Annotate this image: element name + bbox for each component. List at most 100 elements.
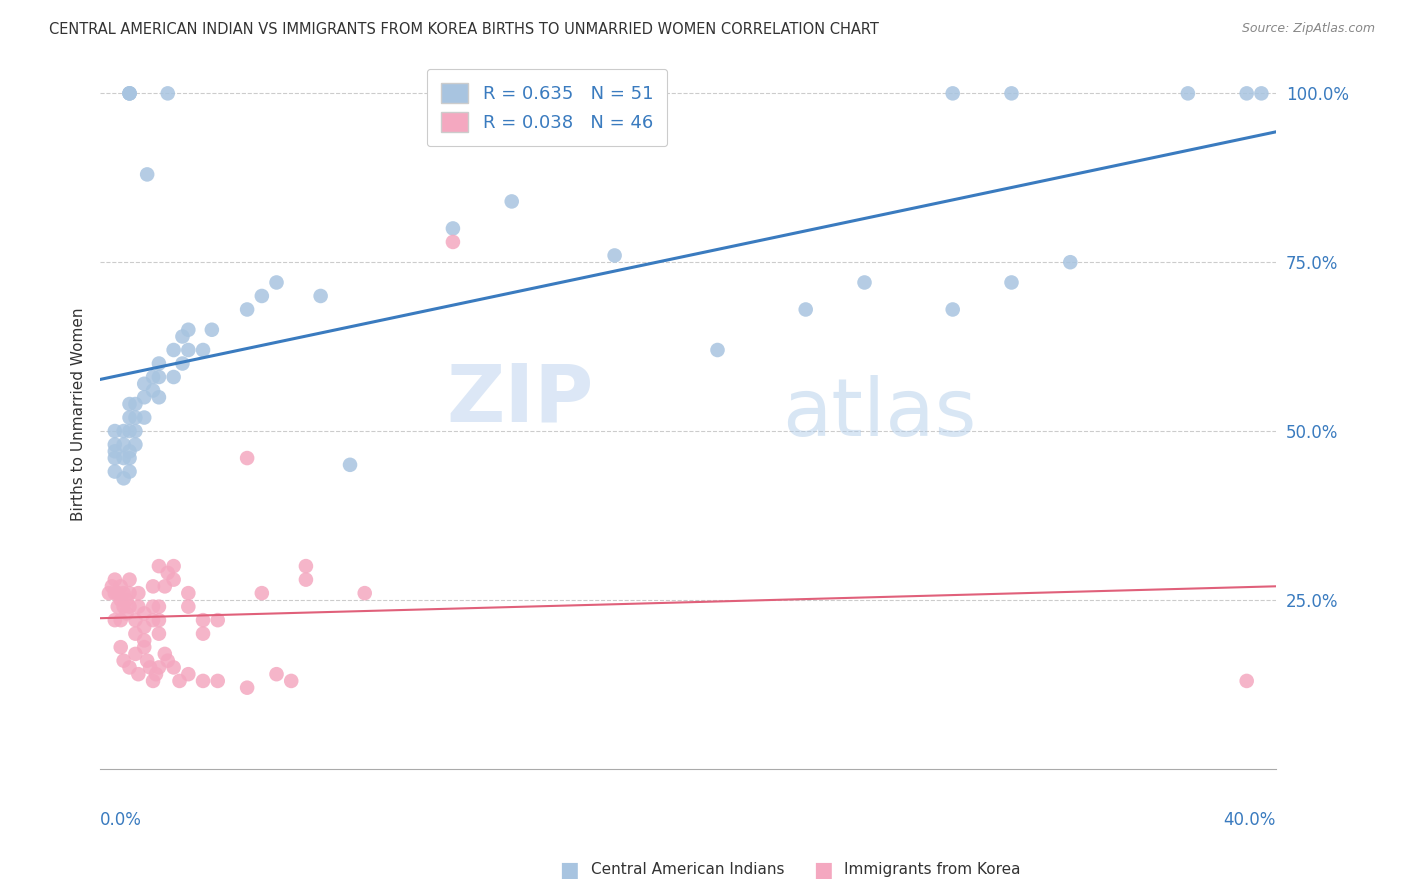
Point — [127, 667, 149, 681]
Point — [104, 444, 127, 458]
Point — [118, 410, 141, 425]
Point — [124, 424, 146, 438]
Point — [127, 599, 149, 614]
Point — [162, 660, 184, 674]
Point — [124, 410, 146, 425]
Point — [172, 357, 194, 371]
Point — [134, 620, 156, 634]
Text: Central American Indians: Central American Indians — [591, 863, 785, 877]
Point — [118, 87, 141, 101]
Point — [104, 586, 127, 600]
Point — [162, 559, 184, 574]
Point — [794, 302, 817, 317]
Point — [177, 323, 200, 337]
Point — [148, 357, 170, 371]
Point — [118, 444, 141, 458]
Text: ■: ■ — [813, 860, 832, 880]
Point — [134, 390, 156, 404]
Point — [191, 673, 214, 688]
Point — [118, 465, 141, 479]
Text: ZIP: ZIP — [447, 361, 595, 439]
Point — [191, 343, 214, 357]
Point — [177, 586, 200, 600]
Point — [295, 573, 318, 587]
Point — [207, 673, 229, 688]
Text: ■: ■ — [560, 860, 579, 880]
Point — [124, 613, 146, 627]
Point — [136, 654, 159, 668]
Point — [156, 87, 179, 101]
Point — [118, 599, 141, 614]
Point — [142, 599, 165, 614]
Point — [501, 194, 523, 209]
Point — [207, 613, 229, 627]
Point — [148, 370, 170, 384]
Point — [441, 221, 464, 235]
Point — [1250, 87, 1272, 101]
Text: Immigrants from Korea: Immigrants from Korea — [844, 863, 1021, 877]
Point — [148, 626, 170, 640]
Point — [142, 370, 165, 384]
Point — [112, 471, 135, 485]
Point — [148, 660, 170, 674]
Point — [250, 586, 273, 600]
Point — [942, 87, 965, 101]
Point — [148, 613, 170, 627]
Point — [1059, 255, 1081, 269]
Point — [112, 654, 135, 668]
Point — [97, 586, 120, 600]
Point — [104, 465, 127, 479]
Point — [1177, 87, 1199, 101]
Point — [153, 647, 176, 661]
Point — [162, 370, 184, 384]
Point — [191, 626, 214, 640]
Point — [942, 302, 965, 317]
Point — [118, 424, 141, 438]
Point — [134, 640, 156, 655]
Text: 0.0%: 0.0% — [100, 812, 142, 830]
Point — [169, 673, 191, 688]
Point — [309, 289, 332, 303]
Point — [353, 586, 375, 600]
Point — [112, 437, 135, 451]
Point — [118, 451, 141, 466]
Point — [236, 681, 259, 695]
Point — [162, 343, 184, 357]
Point — [112, 451, 135, 466]
Point — [118, 586, 141, 600]
Point — [134, 376, 156, 391]
Point — [118, 660, 141, 674]
Point — [177, 667, 200, 681]
Point — [139, 660, 162, 674]
Point — [148, 390, 170, 404]
Point — [124, 626, 146, 640]
Point — [110, 579, 132, 593]
Point — [104, 424, 127, 438]
Point — [706, 343, 728, 357]
Point — [1000, 87, 1022, 101]
Point — [142, 613, 165, 627]
Point — [148, 599, 170, 614]
Point — [153, 579, 176, 593]
Point — [134, 410, 156, 425]
Point — [156, 654, 179, 668]
Point — [145, 667, 167, 681]
Point — [177, 343, 200, 357]
Point — [142, 384, 165, 398]
Point — [295, 559, 318, 574]
Point — [236, 302, 259, 317]
Point — [134, 607, 156, 621]
Text: Source: ZipAtlas.com: Source: ZipAtlas.com — [1241, 22, 1375, 36]
Point — [339, 458, 361, 472]
Point — [104, 613, 127, 627]
Point — [118, 87, 141, 101]
Point — [236, 451, 259, 466]
Point — [104, 573, 127, 587]
Point — [104, 451, 127, 466]
Point — [280, 673, 302, 688]
Point — [191, 613, 214, 627]
Point — [177, 599, 200, 614]
Text: CENTRAL AMERICAN INDIAN VS IMMIGRANTS FROM KOREA BIRTHS TO UNMARRIED WOMEN CORRE: CENTRAL AMERICAN INDIAN VS IMMIGRANTS FR… — [49, 22, 879, 37]
Point — [107, 586, 129, 600]
Point — [162, 573, 184, 587]
